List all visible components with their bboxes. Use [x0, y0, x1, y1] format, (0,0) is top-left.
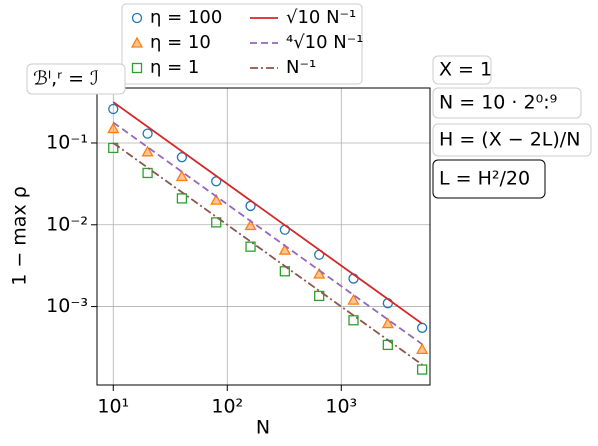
line	[112, 101, 423, 325]
point	[108, 103, 119, 115]
point	[245, 241, 256, 252]
point	[131, 62, 143, 74]
y-tick-label: 10⁻²	[46, 213, 88, 235]
point	[347, 293, 360, 305]
legend-label: η = 10	[150, 32, 211, 53]
legend-label: ⁴√10 N⁻¹	[286, 32, 364, 53]
legend-label: η = 100	[150, 7, 222, 28]
annotation: ℬˡ,ʳ = ℐ	[33, 68, 99, 90]
plot-frame	[96, 87, 431, 386]
legend-label: √10 N⁻¹	[286, 7, 356, 28]
annotation: X = 1	[439, 59, 492, 81]
point	[416, 364, 428, 375]
y-tick-label: 10⁻¹	[46, 131, 88, 153]
point	[278, 243, 291, 255]
point	[176, 193, 188, 204]
annotation-box	[432, 87, 582, 119]
annotation-box	[432, 159, 546, 199]
point	[416, 322, 428, 333]
annotation: H = (X − 2L)/N	[439, 129, 580, 151]
point	[176, 152, 188, 163]
legend-label: N⁻¹	[286, 57, 316, 78]
point	[381, 317, 394, 329]
x-axis-label: N	[256, 417, 270, 439]
annotation: L = H²/20	[439, 168, 530, 190]
legend-label: η = 1	[150, 57, 199, 78]
y-axis-label: 1 − max ρ	[9, 186, 31, 286]
annotation-box	[432, 55, 492, 85]
x-tick-label: 10¹	[97, 396, 129, 418]
point	[175, 170, 189, 182]
point	[141, 145, 154, 157]
point	[130, 36, 144, 48]
point	[142, 167, 153, 179]
line	[112, 142, 423, 366]
point	[244, 219, 257, 231]
point	[142, 128, 153, 139]
point	[416, 343, 429, 355]
point	[211, 217, 222, 228]
annotation: N = 10 · 2⁰:⁹	[439, 92, 557, 114]
point	[131, 12, 143, 24]
point	[107, 122, 120, 134]
annotation-box	[26, 63, 126, 95]
legend-box	[121, 3, 363, 85]
point	[314, 290, 325, 302]
line	[112, 121, 423, 345]
y-tick-label: 10⁻³	[46, 295, 88, 317]
x-tick-label: 10³	[325, 396, 357, 418]
point	[210, 193, 223, 205]
point	[313, 267, 326, 279]
x-tick-label: 10²	[211, 396, 243, 418]
annotation-box	[432, 123, 592, 157]
